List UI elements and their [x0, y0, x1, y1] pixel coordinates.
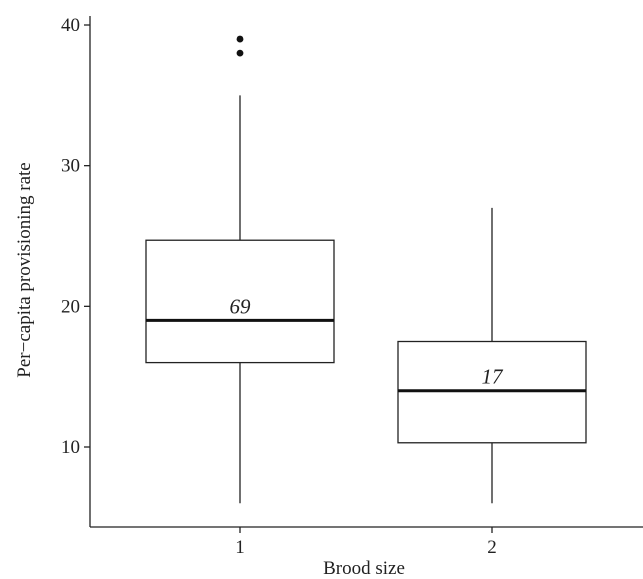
count-label: 69: [230, 294, 252, 318]
y-tick-label: 30: [61, 156, 80, 177]
y-tick-label: 20: [61, 296, 80, 317]
y-tick-label: 10: [61, 437, 80, 458]
outlier-point: [236, 35, 244, 43]
x-axis-title: Brood size: [323, 558, 405, 579]
box-group-2: 17: [397, 207, 587, 504]
count-label: 17: [482, 365, 505, 389]
y-tick-label: 40: [61, 15, 80, 36]
box-iqr: [145, 239, 335, 364]
plot-area: 69 17: [145, 35, 587, 504]
outlier-point: [236, 49, 244, 57]
x-tick-label: 1: [235, 537, 245, 558]
box-group-1: 69: [145, 35, 335, 504]
x-tick-label: 2: [487, 537, 497, 558]
y-axis-title: Per−capita provisioning rate: [14, 162, 35, 377]
axes: 10 20 30 40 1 2: [61, 15, 643, 558]
